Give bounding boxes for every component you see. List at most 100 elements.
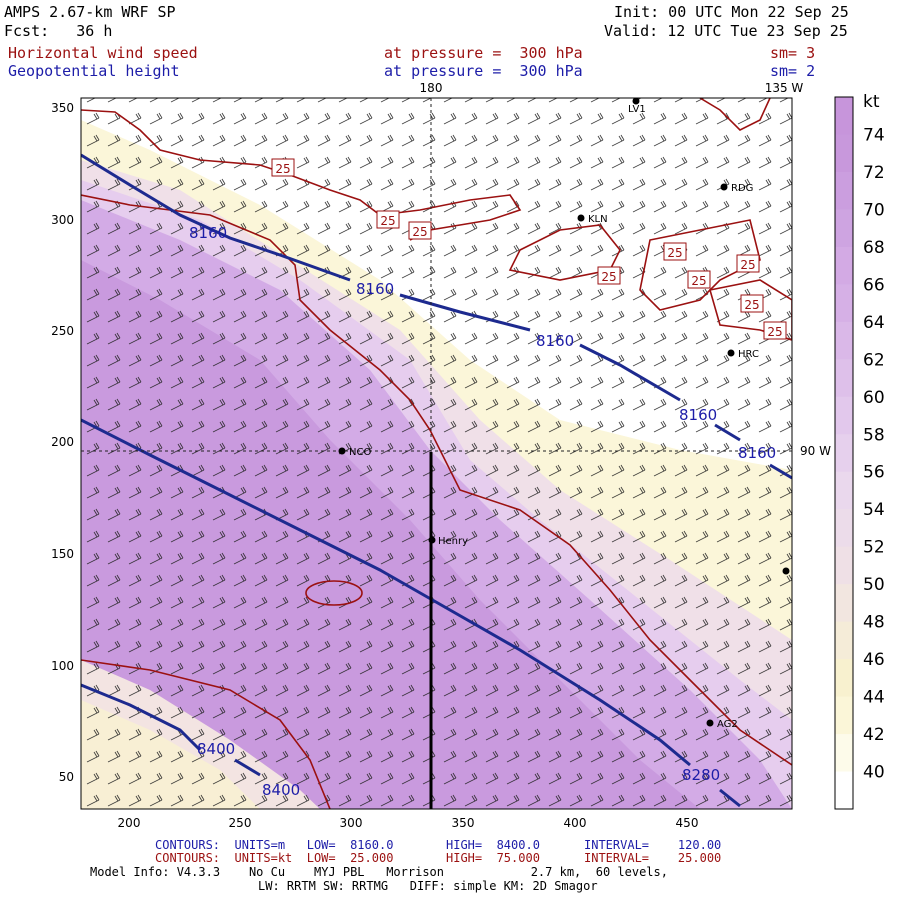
- colorbar-swatch: [835, 209, 853, 248]
- x-tick-label: 350: [452, 816, 475, 830]
- station-HRC[interactable]: HRC: [727, 349, 759, 360]
- model-title: AMPS 2.67-km WRF SP: [4, 3, 176, 21]
- svg-text:25: 25: [275, 162, 290, 176]
- y-tick-label: 200: [51, 435, 74, 449]
- svg-text:25: 25: [740, 258, 755, 272]
- colorbar-level-label: 70: [863, 200, 885, 220]
- station-KLN[interactable]: KLN: [577, 214, 608, 225]
- colorbar-frame: [834, 96, 854, 810]
- colorbar-level-label: 62: [863, 350, 885, 370]
- station-AG2[interactable]: AG2: [706, 719, 738, 730]
- colorbar-level-label: 56: [863, 463, 885, 483]
- contour-info-height-interval: INTERVAL= 120.00: [584, 838, 722, 852]
- svg-text:25: 25: [667, 246, 682, 260]
- colorbar-swatch: [835, 509, 853, 548]
- y-tick-label: 350: [51, 101, 74, 115]
- meridian-135w-label: 135 W: [765, 81, 804, 95]
- colorbar-level-label: 60: [863, 388, 885, 408]
- colorbar-level-label: 66: [863, 275, 885, 295]
- colorbar-level-label: 72: [863, 163, 885, 183]
- height-label: 8400: [197, 740, 235, 758]
- colorbar-swatch: [835, 546, 853, 585]
- colorbar-swatch: [835, 97, 853, 135]
- field2-name: Geopotential height: [8, 62, 180, 80]
- colorbar-level-label: 48: [863, 613, 885, 633]
- svg-text:25: 25: [412, 225, 427, 239]
- svg-text:25: 25: [691, 274, 706, 288]
- field1-smoothing: sm= 3: [770, 44, 816, 62]
- contour-info-height-high: HIGH= 8400.0: [446, 838, 540, 852]
- svg-text:LV1: LV1: [628, 104, 646, 115]
- height-label: 8160: [356, 280, 394, 298]
- x-tick-label: 450: [676, 816, 699, 830]
- contour-info-speed-interval: INTERVAL= 25.000: [584, 851, 722, 865]
- colorbar-swatch: [835, 434, 853, 473]
- colorbar: 74 72 70 68 66 64 62 60 58 56 54 52 50 48 46 44 42 40: [834, 96, 885, 810]
- svg-text:NCO: NCO: [349, 447, 371, 458]
- svg-text:HRC: HRC: [738, 349, 759, 360]
- colorbar-unit: kt: [863, 92, 880, 112]
- speed-label: 25: [408, 221, 432, 240]
- colorbar-swatch: [835, 471, 853, 510]
- speed-label: 25: [271, 158, 295, 177]
- speed-label: 25: [687, 270, 711, 289]
- field1-name: Horizontal wind speed: [8, 44, 198, 62]
- colorbar-level-label: 46: [863, 650, 885, 670]
- height-label: 8160: [189, 224, 227, 242]
- height-label: 8160: [536, 332, 574, 350]
- colorbar-swatch: [835, 359, 853, 398]
- colorbar-swatch: [835, 771, 853, 810]
- height-contours: [81, 153, 792, 808]
- colorbar-level-label: 58: [863, 425, 885, 445]
- colorbar-level-label: 54: [863, 500, 885, 520]
- model-info: Model Info: V4.3.3 No Cu MYJ PBL Morriso…: [90, 865, 668, 879]
- colorbar-swatch: [835, 134, 853, 173]
- contour-info-height: CONTOURS: UNITS=m LOW= 8160.0: [155, 838, 394, 852]
- height-label: 8400: [262, 781, 300, 799]
- colorbar-swatch: [835, 321, 853, 360]
- colorbar-level-label: 44: [863, 688, 885, 708]
- station-RDG[interactable]: RDG: [720, 183, 754, 194]
- colorbar-swatch: [835, 246, 853, 285]
- colorbar-level-label: 74: [863, 125, 885, 145]
- wind-speed-contours: [81, 98, 792, 809]
- speed-label: 25: [736, 254, 760, 273]
- speed-label: 25: [663, 242, 687, 261]
- speed-label: 25: [597, 266, 621, 285]
- colorbar-level-label: 50: [863, 575, 885, 595]
- y-tick-label: 250: [51, 324, 74, 338]
- meridian-90w-label: 90 W: [800, 444, 831, 458]
- stations-group: LV1 RDG KLN HRC NCO Henry AG2: [338, 97, 790, 730]
- field2-level: at pressure = 300 hPa: [384, 62, 583, 80]
- colorbar-swatch: [835, 171, 853, 210]
- colorbar-swatch: [835, 696, 853, 735]
- contour-info-speed-high: HIGH= 75.000: [446, 851, 540, 865]
- svg-text:25: 25: [601, 270, 616, 284]
- station-Henry[interactable]: Henry: [428, 536, 469, 547]
- svg-text:25: 25: [744, 298, 759, 312]
- valid-time: Valid: 12 UTC Tue 23 Sep 25: [604, 22, 848, 40]
- colorbar-swatch: [835, 396, 853, 435]
- y-tick-label: 50: [59, 770, 74, 784]
- colorbar-swatch: [835, 621, 853, 660]
- speed-labels-group: 25 25 25 25 25 25 25 25 25: [271, 158, 787, 340]
- svg-text:KLN: KLN: [588, 214, 608, 225]
- x-axis: 200 250 300 350 400 450: [118, 816, 699, 830]
- forecast-hour: Fcst: 36 h: [4, 22, 113, 40]
- y-tick-label: 100: [51, 659, 74, 673]
- svg-text:Henry: Henry: [438, 536, 468, 547]
- contour-info-speed: CONTOURS: UNITS=kt LOW= 25.000: [155, 851, 394, 865]
- colorbar-swatch: [835, 584, 853, 623]
- y-axis: 350 300 250 200 150 100 50: [51, 101, 74, 784]
- colorbar-swatch: [835, 284, 853, 323]
- speed-label: 25: [376, 210, 400, 229]
- station-LV1[interactable]: LV1: [628, 97, 646, 116]
- svg-text:RDG: RDG: [731, 183, 753, 194]
- station-NCO[interactable]: NCO: [338, 447, 372, 458]
- station-marker: [782, 567, 790, 575]
- colorbar-level-label: 40: [863, 763, 885, 783]
- colorbar-swatch: [835, 734, 853, 773]
- physics-info: LW: RRTM SW: RRTMG DIFF: simple KM: 2D S…: [258, 879, 598, 893]
- height-label: 8280: [682, 766, 720, 784]
